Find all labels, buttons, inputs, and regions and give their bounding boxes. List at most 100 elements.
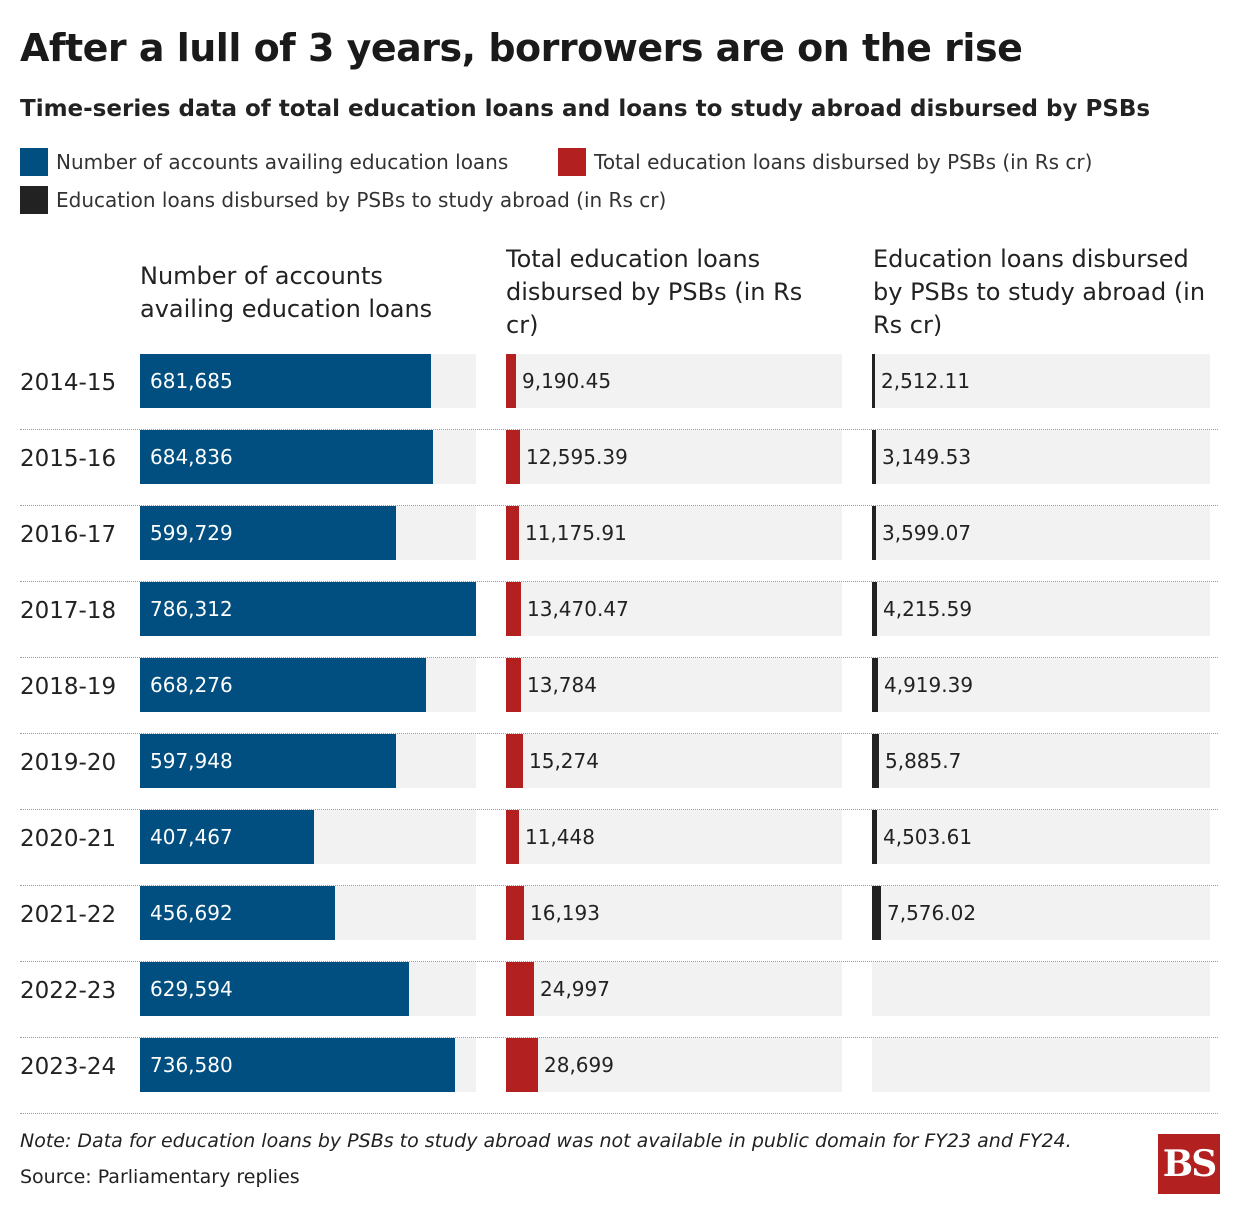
data-label: 3,149.53 xyxy=(882,445,972,469)
row-divider xyxy=(20,1037,1218,1038)
legend-swatch-abroad-loans xyxy=(20,186,48,214)
bar-track: 2,512.11 xyxy=(872,354,1210,408)
bar xyxy=(506,658,521,712)
bar xyxy=(506,886,524,940)
bar-track: 13,470.47 xyxy=(506,582,842,636)
bar-track: 786,312 xyxy=(140,582,476,636)
data-label: 597,948 xyxy=(150,749,233,773)
data-label: 668,276 xyxy=(150,673,233,697)
data-label: 681,685 xyxy=(150,369,233,393)
data-label: 12,595.39 xyxy=(526,445,628,469)
bar-track: 597,948 xyxy=(140,734,476,788)
bar xyxy=(506,734,523,788)
bar-track: 407,467 xyxy=(140,810,476,864)
legend-label-accounts: Number of accounts availing education lo… xyxy=(56,150,509,174)
data-label: 629,594 xyxy=(150,977,233,1001)
table-row: 2015-16 684,836 12,595.39 3,149.53 xyxy=(20,430,1218,506)
bar-track: 9,190.45 xyxy=(506,354,842,408)
source-line: Source: Parliamentary replies xyxy=(20,1166,300,1188)
bar xyxy=(140,582,476,636)
bar xyxy=(872,506,876,560)
bar-track: 3,149.53 xyxy=(872,430,1210,484)
data-label: 599,729 xyxy=(150,521,233,545)
row-divider xyxy=(20,809,1218,810)
table-row: 2023-24 736,580 28,699 xyxy=(20,1038,1218,1114)
bar-track: 28,699 xyxy=(506,1038,842,1092)
year-label: 2023-24 xyxy=(20,1054,117,1080)
data-label: 3,599.07 xyxy=(882,521,972,545)
bar xyxy=(506,1038,538,1092)
table-row: 2021-22 456,692 16,193 7,576.02 xyxy=(20,886,1218,962)
data-label: 2,512.11 xyxy=(881,369,971,393)
bar xyxy=(872,354,875,408)
bar xyxy=(140,430,433,484)
data-label: 11,448 xyxy=(525,825,595,849)
bar-track: 736,580 xyxy=(140,1038,476,1092)
row-divider xyxy=(20,733,1218,734)
data-label: 786,312 xyxy=(150,597,233,621)
bar xyxy=(140,886,335,940)
bar xyxy=(872,658,878,712)
bar xyxy=(506,354,516,408)
year-label: 2022-23 xyxy=(20,978,117,1004)
data-label: 11,175.91 xyxy=(525,521,627,545)
bar-track: 4,919.39 xyxy=(872,658,1210,712)
legend-label-total-loans: Total education loans disbursed by PSBs … xyxy=(594,150,1093,174)
legend-swatch-total-loans xyxy=(558,148,586,176)
bar-track: 684,836 xyxy=(140,430,476,484)
row-divider xyxy=(20,429,1218,430)
bar-track: 11,175.91 xyxy=(506,506,842,560)
bar-track: 456,692 xyxy=(140,886,476,940)
bar xyxy=(506,582,521,636)
data-label: 15,274 xyxy=(529,749,599,773)
year-label: 2020-21 xyxy=(20,826,117,852)
table-row: 2020-21 407,467 11,448 4,503.61 xyxy=(20,810,1218,886)
bar-track: 7,576.02 xyxy=(872,886,1210,940)
bar-track: 12,595.39 xyxy=(506,430,842,484)
bar-track: 629,594 xyxy=(140,962,476,1016)
footnote: Note: Data for education loans by PSBs t… xyxy=(20,1130,1072,1152)
table-row: 2022-23 629,594 24,997 xyxy=(20,962,1218,1038)
bar-track: 599,729 xyxy=(140,506,476,560)
year-label: 2019-20 xyxy=(20,750,117,776)
row-divider xyxy=(20,961,1218,962)
data-label: 7,576.02 xyxy=(887,901,977,925)
data-label: 9,190.45 xyxy=(522,369,612,393)
bar xyxy=(506,430,520,484)
legend-label-abroad-loans: Education loans disbursed by PSBs to stu… xyxy=(56,188,667,212)
data-label: 4,503.61 xyxy=(883,825,973,849)
bar-track: 4,503.61 xyxy=(872,810,1210,864)
data-label: 16,193 xyxy=(530,901,600,925)
column-header-total-loans: Total education loans disbursed by PSBs … xyxy=(506,245,803,339)
table-row: 2017-18 786,312 13,470.47 4,215.59 xyxy=(20,582,1218,658)
data-label: 456,692 xyxy=(150,901,233,925)
table-row: 2018-19 668,276 13,784 4,919.39 xyxy=(20,658,1218,734)
year-label: 2015-16 xyxy=(20,446,117,472)
bar-track: 24,997 xyxy=(506,962,842,1016)
bar-track: 13,784 xyxy=(506,658,842,712)
bs-logo: BS xyxy=(1158,1134,1220,1194)
bar xyxy=(140,962,409,1016)
legend-swatch-accounts xyxy=(20,148,48,176)
bar xyxy=(140,506,396,560)
row-divider xyxy=(20,1113,1218,1114)
data-label: 5,885.7 xyxy=(885,749,962,773)
row-divider xyxy=(20,505,1218,506)
year-label: 2014-15 xyxy=(20,370,117,396)
bar xyxy=(140,354,431,408)
bar-track xyxy=(872,1038,1210,1092)
bar-track: 4,215.59 xyxy=(872,582,1210,636)
bar-track: 16,193 xyxy=(506,886,842,940)
data-label: 4,919.39 xyxy=(884,673,974,697)
chart-title: After a lull of 3 years, borrowers are o… xyxy=(20,26,1023,70)
data-label: 684,836 xyxy=(150,445,233,469)
bar xyxy=(140,734,396,788)
year-label: 2018-19 xyxy=(20,674,117,700)
column-header-abroad-loans: Education loans disbursed by PSBs to stu… xyxy=(873,245,1206,339)
bar xyxy=(140,810,314,864)
bar xyxy=(506,506,519,560)
bar xyxy=(140,1038,455,1092)
data-label: 736,580 xyxy=(150,1053,233,1077)
year-label: 2016-17 xyxy=(20,522,117,548)
row-divider xyxy=(20,581,1218,582)
